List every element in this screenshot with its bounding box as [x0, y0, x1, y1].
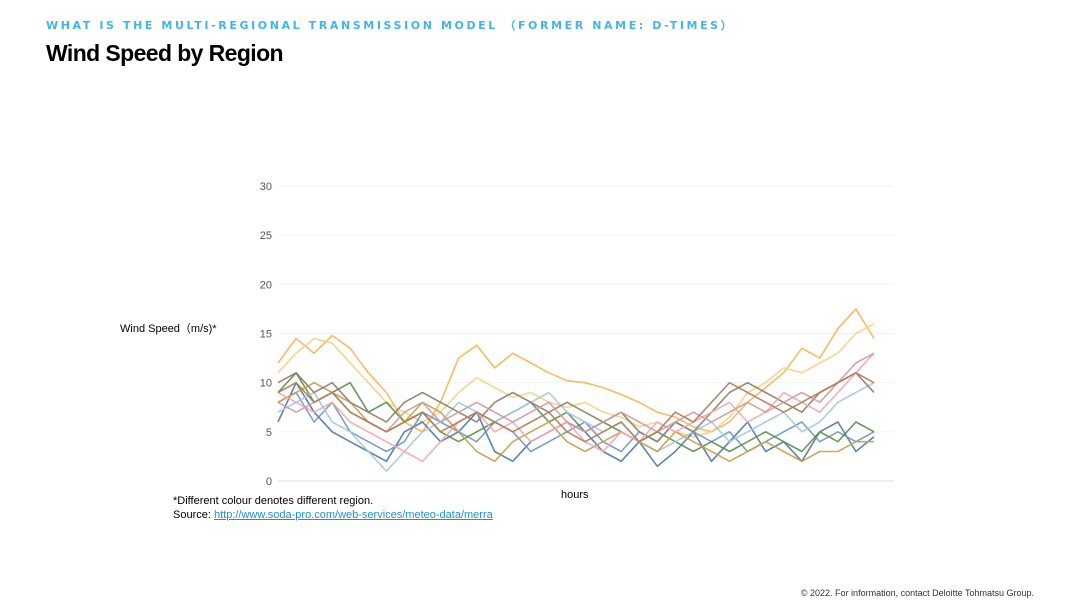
source-prefix: Source: [173, 509, 214, 521]
section-kicker: WHAT IS THE MULTI-REGIONAL TRANSMISSION … [46, 19, 735, 32]
series-line-8 [277, 371, 875, 443]
series-line-6 [277, 381, 875, 473]
colour-note: *Different colour denotes different regi… [173, 495, 374, 507]
y-tick-15: 15 [260, 329, 272, 341]
y-tick-30: 30 [260, 181, 272, 193]
source-link[interactable]: http://www.soda-pro.com/web-services/met… [213, 509, 493, 521]
source-line: Source: http://www.soda-pro.com/web-serv… [173, 509, 493, 521]
footer-copyright: © 2022. For information, contact Deloitt… [800, 588, 1034, 598]
series-line-1 [277, 308, 875, 433]
series-line-11 [277, 371, 875, 443]
series-line-9 [277, 352, 875, 463]
y-axis-ticks: 0 5 10 15 20 25 30 [260, 181, 272, 488]
y-tick-10: 10 [260, 378, 272, 390]
y-tick-20: 20 [260, 279, 272, 291]
series-line-3 [277, 381, 875, 468]
y-tick-0: 0 [266, 476, 272, 488]
y-tick-5: 5 [266, 427, 272, 439]
x-axis-label: hours [561, 489, 589, 501]
series-line-2 [277, 322, 875, 438]
page-title: Wind Speed by Region [46, 40, 284, 66]
chart-gridlines [278, 185, 894, 482]
chart-series [277, 308, 875, 473]
y-tick-25: 25 [260, 230, 272, 242]
y-axis-label: Wind Speed（m/s)* [120, 323, 217, 335]
series-line-5 [277, 371, 875, 453]
